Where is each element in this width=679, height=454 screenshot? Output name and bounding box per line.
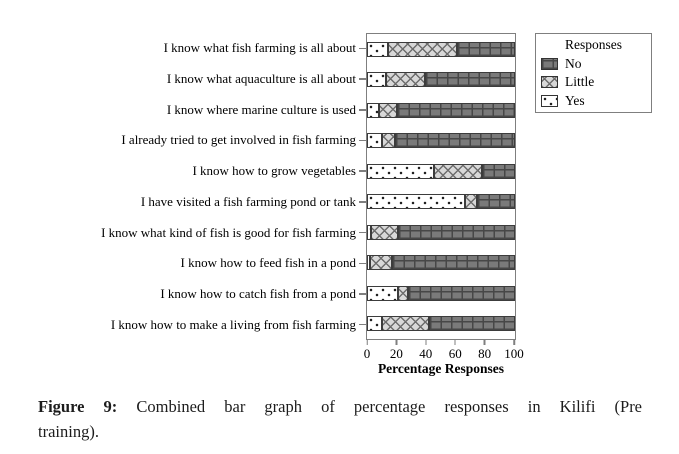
x-tick-label: 20 [389, 346, 403, 361]
bar-segment-little [386, 72, 425, 88]
no-pattern-swatch [541, 57, 558, 70]
stacked-bar [367, 316, 515, 332]
legend-label-yes: Yes [565, 92, 585, 108]
legend: Responses No Little Yes [535, 33, 652, 113]
x-tick-mark [454, 340, 456, 345]
bar-segment-no [476, 194, 515, 210]
x-axis-ticks: 0 20 40 60 80 100 [363, 340, 524, 365]
x-tick-mark [366, 340, 368, 345]
bar-segment-no [392, 255, 515, 271]
x-tick-label: 0 [363, 346, 371, 361]
y-tick-mark [359, 78, 366, 80]
y-tick-mark [359, 109, 366, 111]
y-tick-mark [359, 47, 366, 50]
x-tick-mark [395, 340, 398, 345]
category-label: I know where marine culture is used [166, 101, 356, 117]
legend-entry-yes: Yes [541, 93, 646, 109]
y-axis-ticks [357, 33, 366, 340]
category-label: I have visited a fish farming pond or ta… [140, 193, 356, 209]
bar-segment-no [457, 41, 515, 57]
caption-text: Combined bar graph of percentage respons… [136, 397, 643, 416]
y-tick-mark [359, 170, 366, 172]
bar-segment-no [424, 72, 515, 88]
x-tick-mark [513, 340, 515, 345]
category-label: I know how to catch fish from a pond [160, 285, 356, 301]
legend-entry-little: Little [541, 74, 646, 90]
legend-label-no: No [565, 55, 582, 71]
little-pattern-swatch [541, 76, 558, 88]
x-tick-mark [483, 340, 486, 345]
plot-area [366, 33, 516, 340]
y-tick-mark [359, 293, 366, 295]
stacked-bar [367, 163, 515, 179]
category-label: I know what kind of fish is good for fis… [101, 224, 356, 240]
y-tick-mark [359, 262, 366, 265]
bar-segment-no [396, 102, 515, 118]
bar-segment-yes [367, 255, 370, 271]
caption-line-1: Figure 9: Combined bar graph of percenta… [38, 394, 642, 419]
x-axis-title: Percentage Responses [377, 361, 505, 376]
x-tick-mark [425, 340, 427, 345]
bar-segment-little [378, 102, 397, 118]
bar-segment-little [371, 224, 399, 240]
stacked-bar [367, 255, 515, 271]
bar-segment-yes [367, 41, 388, 57]
bar-segment-no [429, 316, 515, 332]
bar-segment-no [408, 285, 515, 301]
bar-segment-yes [367, 133, 382, 149]
bar-segment-yes [367, 163, 434, 179]
category-label: I know what fish farming is all about [163, 40, 356, 56]
x-tick-label: 40 [419, 346, 433, 361]
bar-segment-yes [367, 194, 465, 210]
yes-pattern-swatch [541, 94, 558, 107]
category-label: I know how to grow vegetables [192, 163, 356, 179]
category-labels: I know what fish farming is all about I k… [0, 33, 356, 340]
x-tick-label: 100 [504, 346, 524, 361]
y-tick-mark [359, 139, 366, 142]
y-tick-mark [359, 323, 366, 326]
bar-segment-little [381, 316, 430, 332]
x-tick-label: 60 [448, 346, 462, 361]
legend-entry-no: No [541, 56, 646, 72]
bar-segment-little [369, 255, 393, 271]
bar-segment-no [482, 163, 515, 179]
y-tick-mark [359, 201, 366, 203]
bar-segment-yes [367, 72, 387, 88]
x-tick-label: 80 [478, 346, 492, 361]
caption-figure-label: Figure 9: [38, 397, 118, 416]
bar-segment-yes [367, 316, 382, 332]
bar-segment-yes [367, 285, 399, 301]
stacked-bar [367, 41, 515, 57]
stacked-bar [367, 285, 515, 301]
bar-segment-little [387, 41, 458, 57]
stacked-bar [367, 224, 515, 240]
legend-title: Responses [565, 37, 622, 52]
bar-segment-no [395, 133, 515, 149]
stacked-bar [367, 72, 515, 88]
stacked-bar [367, 102, 515, 118]
bar-segment-yes [367, 102, 379, 118]
stacked-bar [367, 133, 515, 149]
category-label: I already tried to get involved in fish … [121, 132, 356, 148]
category-label: I know how to make a living from fish fa… [110, 316, 356, 332]
bar-segment-little [464, 194, 477, 210]
legend-label-little: Little [565, 74, 595, 89]
bar-segment-little [398, 285, 409, 301]
bar-segment-no [398, 224, 515, 240]
stacked-bar [367, 194, 515, 210]
y-tick-mark [359, 231, 366, 234]
bar-segment-yes [367, 224, 372, 240]
bar-segment-little [381, 133, 396, 149]
caption-line-2: training). [38, 422, 99, 441]
category-label: I know how to feed fish in a pond [180, 255, 356, 271]
figure-caption: Figure 9: Combined bar graph of percenta… [38, 394, 642, 444]
category-label: I know what aquaculture is all about [166, 71, 356, 87]
bar-segment-little [433, 163, 483, 179]
